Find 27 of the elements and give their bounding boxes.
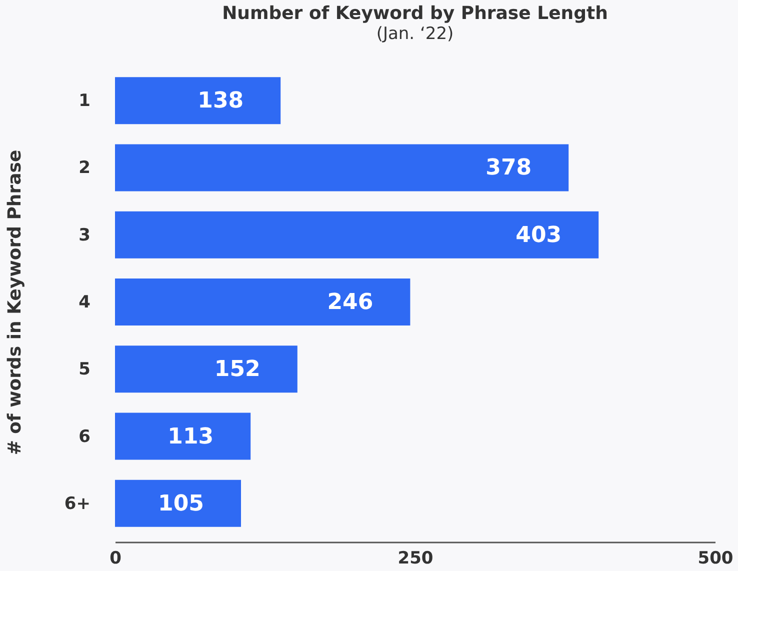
y-axis-title: # of words in Keyword Phrase bbox=[4, 150, 26, 456]
y-tick-label: 5 bbox=[78, 360, 90, 380]
chart-title: Number of Keyword by Phrase Length bbox=[222, 3, 608, 24]
bar bbox=[115, 77, 281, 124]
bar bbox=[115, 278, 410, 326]
y-tick-label: 3 bbox=[78, 225, 90, 246]
y-tick-label: 1 bbox=[78, 91, 90, 112]
y-tick-label: 2 bbox=[78, 158, 90, 178]
bar bbox=[115, 412, 251, 460]
chart-subtitle: (Jan. ‘22) bbox=[376, 24, 454, 44]
bar bbox=[115, 144, 569, 192]
data-label: 113 bbox=[168, 424, 214, 450]
bar bbox=[115, 346, 298, 393]
data-label: 246 bbox=[327, 290, 374, 315]
data-label: 138 bbox=[198, 88, 244, 114]
x-tick-label: 250 bbox=[398, 548, 434, 568]
data-label: 152 bbox=[214, 357, 260, 382]
data-label: 403 bbox=[516, 222, 562, 248]
bar bbox=[115, 480, 241, 527]
x-tick-label: 500 bbox=[698, 548, 734, 568]
data-label: 378 bbox=[486, 156, 532, 181]
data-label: 105 bbox=[158, 491, 204, 516]
bar bbox=[115, 211, 599, 258]
x-tick-label: 0 bbox=[110, 548, 122, 568]
y-tick-label: 6+ bbox=[64, 494, 90, 514]
y-tick-label: 4 bbox=[78, 292, 91, 312]
y-tick-label: 6 bbox=[78, 426, 90, 447]
